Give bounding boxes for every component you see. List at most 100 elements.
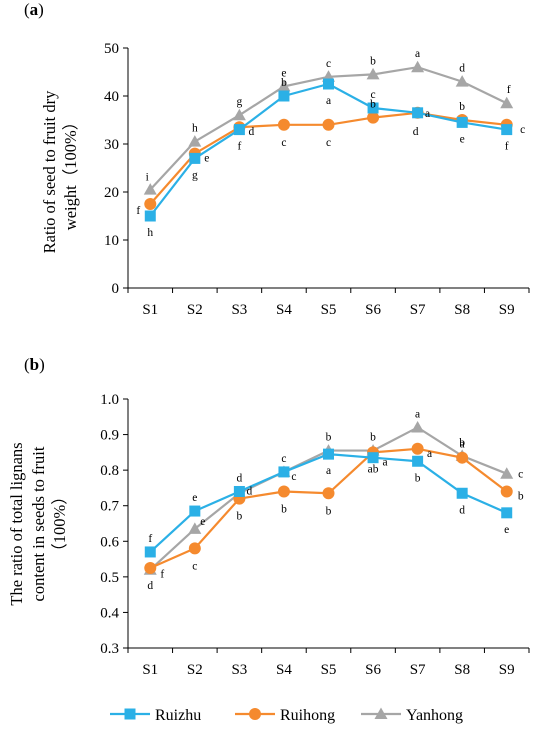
ruizhu-point [367, 452, 379, 464]
panel-b-series [143, 420, 514, 575]
yanhong-significance-label: e [281, 67, 286, 79]
ruizhu-point [278, 466, 290, 478]
legend-entry-ruizhu: Ruizhu [110, 707, 201, 724]
x-tick-label: S5 [321, 662, 337, 678]
x-tick-label: S4 [276, 662, 292, 678]
ruihong-point [500, 485, 513, 498]
y-tick-label: 0 [112, 281, 120, 297]
x-tick-label: S9 [499, 662, 515, 678]
panel-a-letter: a [30, 0, 39, 19]
y-tick-label: 40 [104, 89, 119, 105]
ruizhu-significance-label: d [413, 126, 419, 138]
x-tick-label: S7 [410, 662, 426, 678]
yanhong-significance-label: g [237, 96, 243, 108]
yanhong-point [366, 67, 380, 80]
ruihong-point [322, 118, 335, 131]
ruizhu-significance-label: c [371, 89, 376, 101]
panel-b-label: (b) [24, 355, 45, 374]
ruihong-point [144, 198, 157, 210]
ruihong-significance-label: b [281, 503, 287, 515]
ruihong-significance-label: b [326, 505, 332, 517]
series-ruizhu [144, 78, 513, 222]
yanhong-significance-label: a [415, 408, 420, 420]
yanhong-point [500, 96, 514, 109]
legend-entry-yanhong: Yanhong [361, 707, 463, 724]
y-tick-label: 0.4 [100, 605, 119, 621]
panel-a-axes: 0 10 20 30 40 50 S1 S2 S3 S4 S5 S6 S7 S8 S9 [104, 41, 530, 318]
yanhong-point [277, 79, 291, 92]
x-tick-label: S8 [454, 662, 470, 678]
ruizhu-point [412, 107, 424, 119]
yanhong-significance-label: i [146, 172, 149, 184]
ruihong-significance-label: b [237, 511, 243, 523]
ruizhu-point [233, 124, 245, 136]
legend-entry-ruihong: Ruihong [235, 707, 335, 724]
yanhong-significance-label: d [459, 63, 465, 75]
legend-square-marker [124, 708, 136, 720]
ruizhu-point [323, 448, 334, 460]
ruihong-significance-label: f [136, 205, 140, 217]
y-tick-label: 10 [104, 233, 119, 249]
ruihong-point [411, 442, 424, 455]
ruizhu-point [456, 487, 468, 499]
yanhong-significance-label: b [370, 55, 376, 67]
ruizhu-significance-label: f [237, 141, 241, 153]
legend-label: Ruihong [280, 707, 335, 724]
yanhong-point [143, 183, 157, 195]
legend-triangle-marker [374, 707, 388, 719]
y-tick-label: 0.9 [100, 428, 119, 444]
ruizhu-significance-label: f [148, 533, 152, 545]
ruizhu-significance-label: e [504, 524, 509, 536]
ruizhu-point [144, 546, 156, 558]
ruihong-point [277, 118, 290, 131]
yanhong-significance-label: d [247, 485, 253, 497]
ruizhu-point [501, 507, 513, 519]
x-tick-label: S1 [142, 302, 158, 318]
ruihong-point [367, 111, 380, 124]
ruihong-significance-label: ab [368, 463, 379, 475]
panel-a: (a) Ratio of seed to fruit dry weight（100… [24, 0, 530, 318]
yanhong-significance-label: e [200, 516, 205, 528]
ruizhu-point [323, 78, 334, 90]
yanhong-significance-label: c [326, 58, 331, 70]
y-tick-label: 0.5 [100, 570, 119, 586]
y-tick-label: 20 [104, 185, 119, 201]
ruizhu-significance-label: h [147, 227, 153, 239]
yanhong-point [411, 60, 425, 73]
y-tick-label: 0.7 [100, 499, 119, 515]
series-ruizhu [144, 448, 513, 558]
ruihong-significance-label: c [326, 137, 331, 149]
ruihong-significance-label: a [425, 108, 430, 120]
ruihong-significance-label: c [192, 560, 197, 572]
ruihong-point [188, 542, 201, 555]
ruihong-significance-label: b [518, 490, 524, 502]
ruihong-point [144, 561, 157, 574]
ruizhu-point [189, 152, 201, 164]
y-tick-label: 30 [104, 137, 119, 153]
yanhong-significance-label: b [326, 432, 332, 444]
ruihong-significance-label: c [520, 124, 525, 136]
panel-a-label: (a) [24, 0, 44, 19]
ruihong-significance-label: e [204, 153, 209, 165]
y-tick-label: 50 [104, 41, 119, 57]
ruizhu-significance-label: e [460, 133, 465, 145]
y-axis-title-line: weight（100%） [61, 114, 80, 230]
y-axis-title-line: The ratio of total lignans [7, 442, 26, 605]
x-tick-label: S2 [187, 302, 203, 318]
ruizhu-significance-label: a [326, 95, 331, 107]
ruizhu-point [278, 90, 290, 102]
x-tick-label: S8 [454, 302, 470, 318]
legend: Ruizhu Ruihong Yanhong [110, 707, 463, 724]
ruizhu-point [367, 102, 379, 114]
y-tick-label: 0.6 [100, 534, 119, 550]
ruizhu-point [456, 116, 468, 128]
x-tick-label: S3 [231, 662, 247, 678]
ruizhu-point [412, 455, 424, 467]
ruihong-significance-label: b [370, 99, 376, 111]
ruizhu-significance-label: a [383, 457, 388, 469]
legend-circle-marker [249, 708, 261, 720]
yanhong-point [455, 75, 469, 87]
x-tick-label: S2 [187, 662, 203, 678]
